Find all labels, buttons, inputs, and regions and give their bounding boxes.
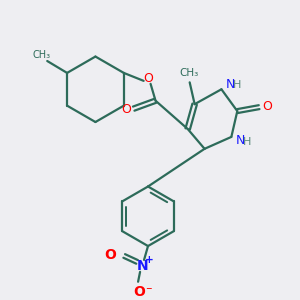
Text: CH₃: CH₃: [32, 50, 50, 60]
Text: O: O: [144, 72, 154, 86]
Text: H: H: [243, 137, 251, 147]
Text: N: N: [136, 259, 148, 273]
Text: O: O: [133, 285, 145, 299]
Text: ⁻: ⁻: [145, 285, 151, 298]
Text: +: +: [145, 255, 153, 265]
Text: O: O: [104, 248, 116, 262]
Text: N: N: [236, 134, 245, 147]
Text: O: O: [262, 100, 272, 113]
Text: H: H: [233, 80, 242, 90]
Text: N: N: [226, 78, 235, 91]
Text: O: O: [121, 103, 131, 116]
Text: CH₃: CH₃: [179, 68, 198, 78]
